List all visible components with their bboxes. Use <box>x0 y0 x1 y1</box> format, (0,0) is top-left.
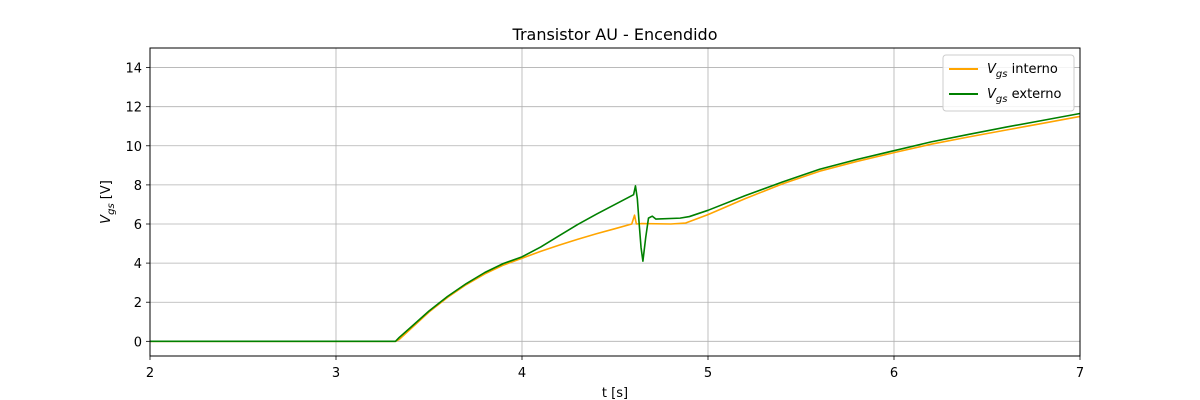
y-axis-label: Vgs [V] <box>99 180 117 224</box>
y-tick-label: 10 <box>125 140 142 155</box>
y-tick-label: 14 <box>125 62 142 77</box>
chart-title: Transistor AU - Encendido <box>512 25 718 44</box>
series-line-interno <box>150 115 1081 343</box>
x-tick-label: 7 <box>1076 366 1084 381</box>
y-tick-label: 6 <box>134 218 142 233</box>
y-tick-label: 12 <box>125 101 142 116</box>
x-tick-label: 6 <box>890 366 898 381</box>
x-axis-ticks: 2 3 4 5 6 7 <box>146 356 1084 381</box>
grid <box>149 48 1081 356</box>
y-axis-ticks: 0 2 4 6 8 10 12 14 <box>125 62 150 350</box>
y-tick-label: 0 <box>134 335 142 350</box>
y-tick-label: 2 <box>134 296 142 311</box>
legend-label-interno: Vgs interno <box>987 62 1058 80</box>
x-tick-label: 5 <box>704 366 712 381</box>
y-tick-label: 8 <box>134 179 142 194</box>
x-tick-label: 3 <box>332 366 340 381</box>
x-tick-label: 2 <box>146 366 154 381</box>
series-layer <box>150 112 1081 343</box>
y-tick-label: 4 <box>134 257 142 272</box>
legend-label-externo: Vgs externo <box>987 87 1062 105</box>
plot-frame <box>149 47 1081 357</box>
x-tick-label: 4 <box>518 366 526 381</box>
legend: Vgs interno Vgs externo <box>942 54 1075 112</box>
x-axis-label: t [s] <box>602 386 628 400</box>
series-line-externo <box>150 112 1081 343</box>
